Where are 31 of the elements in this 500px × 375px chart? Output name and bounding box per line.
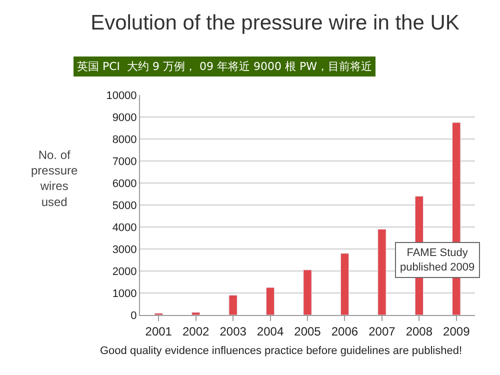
bar — [228, 294, 238, 315]
x-tick-label: 2007 — [368, 324, 396, 338]
bar — [191, 312, 200, 315]
x-tick-label: 2004 — [256, 324, 284, 338]
y-axis-title: No. of pressure wires used — [31, 148, 78, 209]
y-tick-label: 3000 — [112, 244, 137, 256]
chart-subtitle: 英国 PCI 大约 9 万例， 09 年将近 9000 根 PW，目前将近 — [77, 60, 372, 73]
y-tick-label: 5000 — [112, 200, 137, 212]
x-tick-label: 2003 — [220, 324, 247, 338]
bar — [266, 287, 275, 315]
y-tick-label: 4000 — [112, 222, 137, 234]
text: Good quality evidence influences practice before guidelines are published! — [100, 345, 462, 357]
x-tick-label: 2008 — [406, 324, 433, 338]
x-tick-label: 2001 — [145, 324, 172, 338]
y-tick-label: 9000 — [112, 112, 137, 124]
y-tick-label: 7000 — [112, 156, 137, 168]
x-tick-label: 2009 — [443, 324, 470, 338]
y-tick-label: 10000 — [106, 90, 137, 102]
annotation: FAME Study published 2009 — [400, 247, 475, 274]
y-tick-label: 6000 — [112, 178, 137, 190]
y-tick-label: 0 — [130, 310, 137, 322]
y-tick-label: 2000 — [112, 266, 137, 278]
x-tick-label: 2002 — [182, 324, 210, 338]
bar — [303, 270, 312, 315]
x-tick-label: 2006 — [331, 324, 358, 338]
bar — [340, 253, 350, 315]
chart-title: Evolution of the pressure wire in the UK — [90, 12, 460, 35]
bar — [378, 228, 386, 315]
x-tick-label: 2005 — [294, 324, 322, 338]
y-tick-label: 8000 — [112, 134, 137, 146]
y-tick-label: 1000 — [112, 288, 137, 300]
